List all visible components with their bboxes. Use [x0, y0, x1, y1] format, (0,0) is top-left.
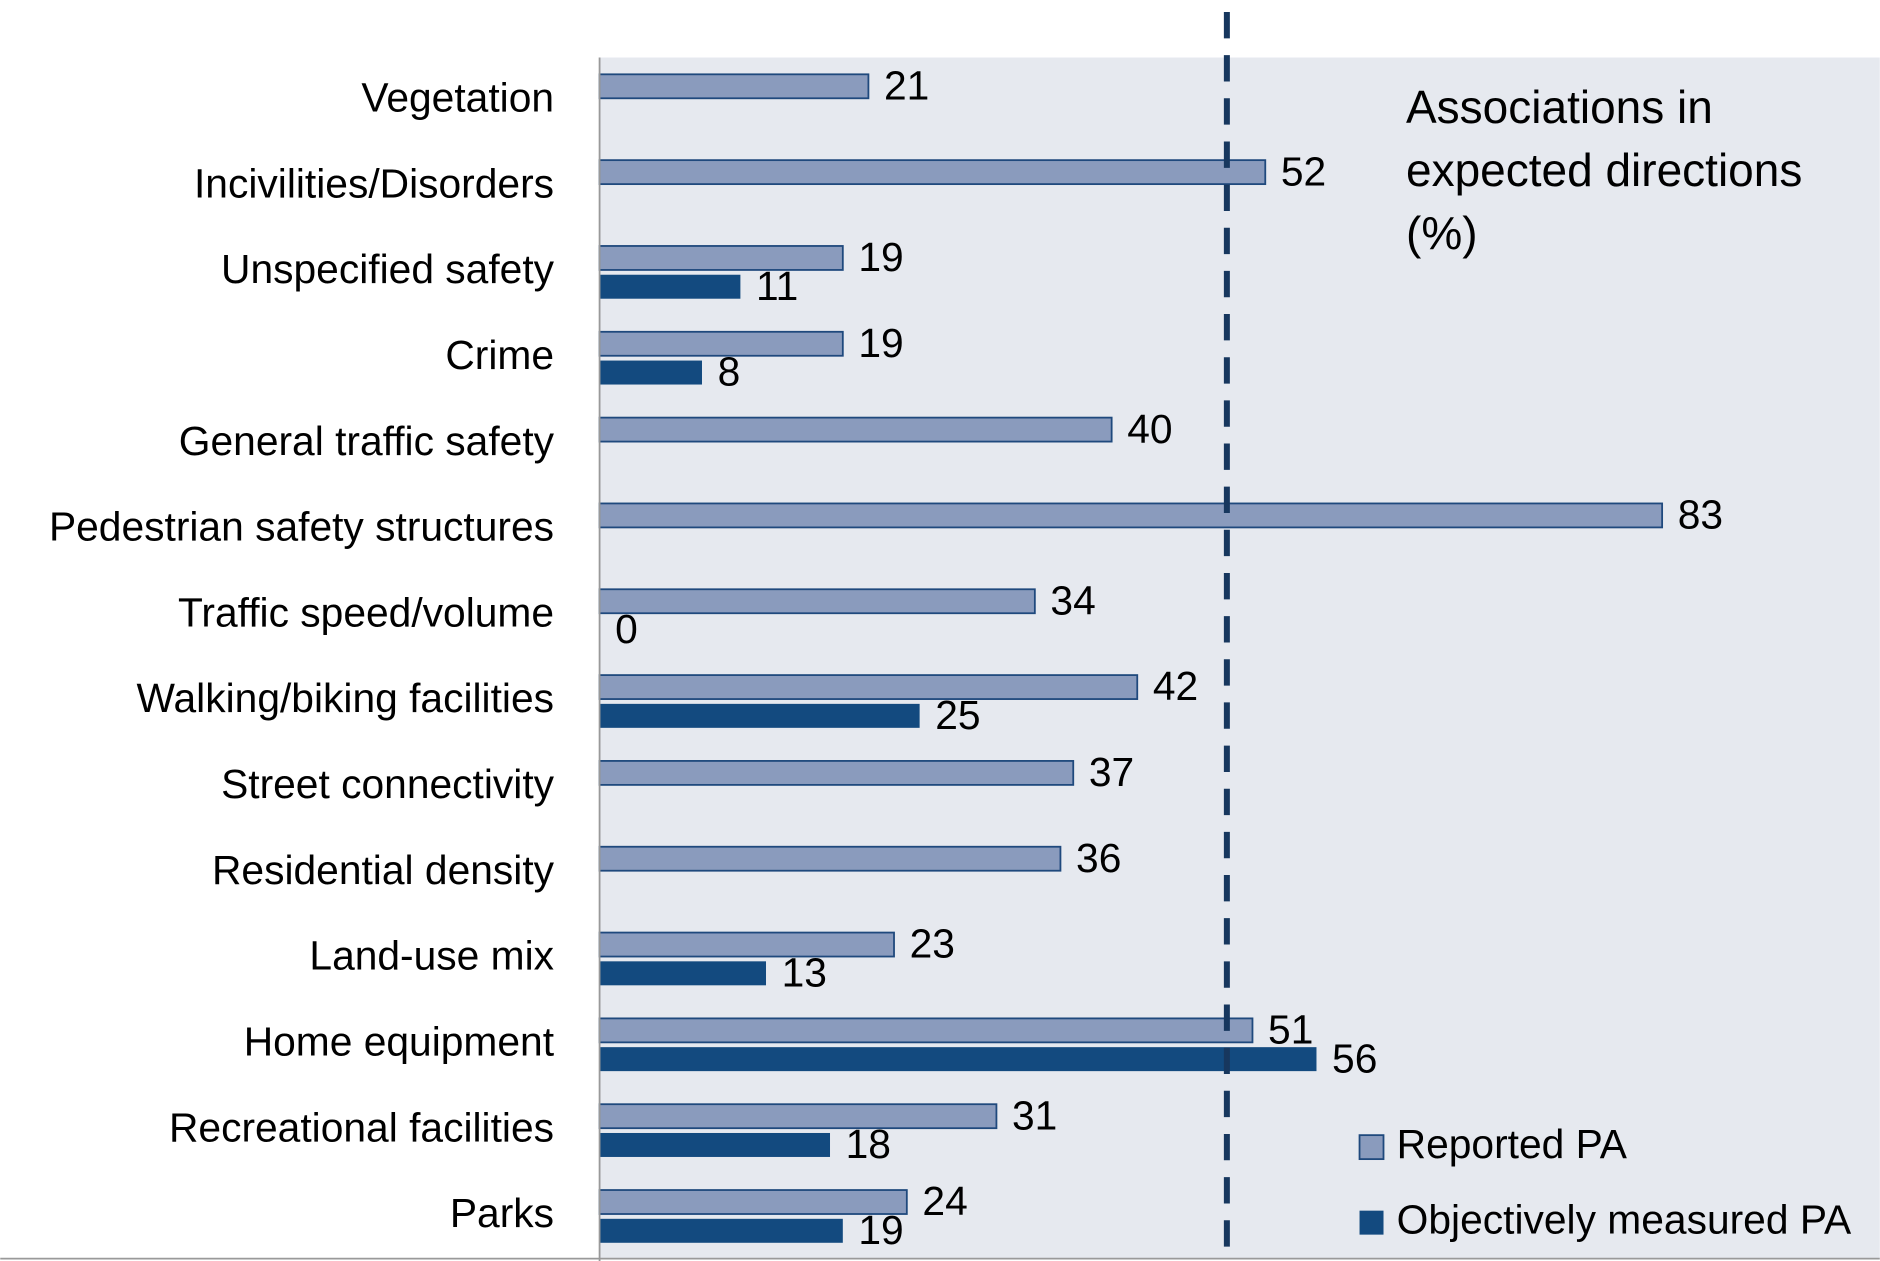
bar: [598, 245, 844, 271]
value-label: 18: [846, 1121, 891, 1167]
y-tick-label: Unspecified safety: [221, 246, 555, 292]
bar: [598, 159, 1267, 186]
value-label: 52: [1281, 148, 1326, 194]
bar: [599, 1218, 843, 1243]
value-label: 42: [1153, 663, 1198, 709]
y-tick-label: Residential density: [212, 847, 555, 893]
y-tick-label: Recreational facilities: [169, 1104, 554, 1150]
value-label: 8: [718, 349, 741, 395]
value-label: 83: [1678, 492, 1723, 538]
bar: [598, 502, 1664, 529]
y-tick-label: Traffic speed/volume: [178, 589, 554, 635]
y-tick-label: Walking/biking facilities: [137, 675, 554, 721]
value-label: 36: [1076, 835, 1121, 881]
bar: [599, 274, 741, 299]
y-tick-label: Parks: [450, 1190, 554, 1236]
value-label: 23: [910, 921, 955, 967]
bar: [598, 588, 1036, 615]
value-label: 21: [884, 62, 929, 108]
value-label: 11: [756, 263, 798, 309]
value-label: 51: [1268, 1007, 1313, 1053]
value-label: 0: [615, 606, 638, 652]
legend-label: Objectively measured PA: [1397, 1196, 1852, 1242]
value-label: 56: [1332, 1035, 1377, 1081]
value-label: 34: [1050, 577, 1095, 623]
bar: [599, 1132, 831, 1157]
legend-swatch: [1359, 1210, 1384, 1235]
bar: [598, 73, 870, 100]
value-label: 37: [1089, 749, 1134, 795]
annotation: Associations in expected directions (%): [1406, 81, 1803, 259]
bar: [598, 1103, 998, 1130]
value-label: 24: [922, 1178, 967, 1224]
legend-label: Reported PA: [1397, 1121, 1628, 1167]
bar: [599, 360, 702, 385]
y-tick-label: Pedestrian safety structures: [49, 504, 554, 550]
y-tick-label: Street connectivity: [221, 761, 555, 807]
legend-swatch: [1358, 1134, 1385, 1161]
bar: [598, 416, 1113, 443]
bar: [599, 961, 767, 986]
value-label: 40: [1127, 406, 1172, 452]
value-label: 31: [1012, 1092, 1057, 1138]
y-tick-label: Vegetation: [361, 74, 554, 120]
bar: [598, 760, 1075, 786]
y-tick-label: Incivilities/Disorders: [194, 160, 554, 206]
y-tick-label: Land-use mix: [309, 933, 554, 979]
bar: [598, 845, 1062, 872]
y-tick-label: Crime: [445, 332, 554, 378]
bar: [599, 1047, 1317, 1072]
bar: [599, 703, 920, 728]
bar: [598, 1017, 1254, 1044]
value-label: 19: [858, 234, 903, 280]
value-label: 25: [935, 692, 980, 738]
bar: [598, 931, 895, 958]
bar: [598, 674, 1139, 700]
y-tick-label: Home equipment: [244, 1019, 555, 1065]
y-tick-label: General traffic safety: [179, 418, 555, 464]
value-label: 19: [858, 320, 903, 366]
value-label: 13: [782, 949, 827, 995]
value-label: 19: [858, 1207, 903, 1253]
